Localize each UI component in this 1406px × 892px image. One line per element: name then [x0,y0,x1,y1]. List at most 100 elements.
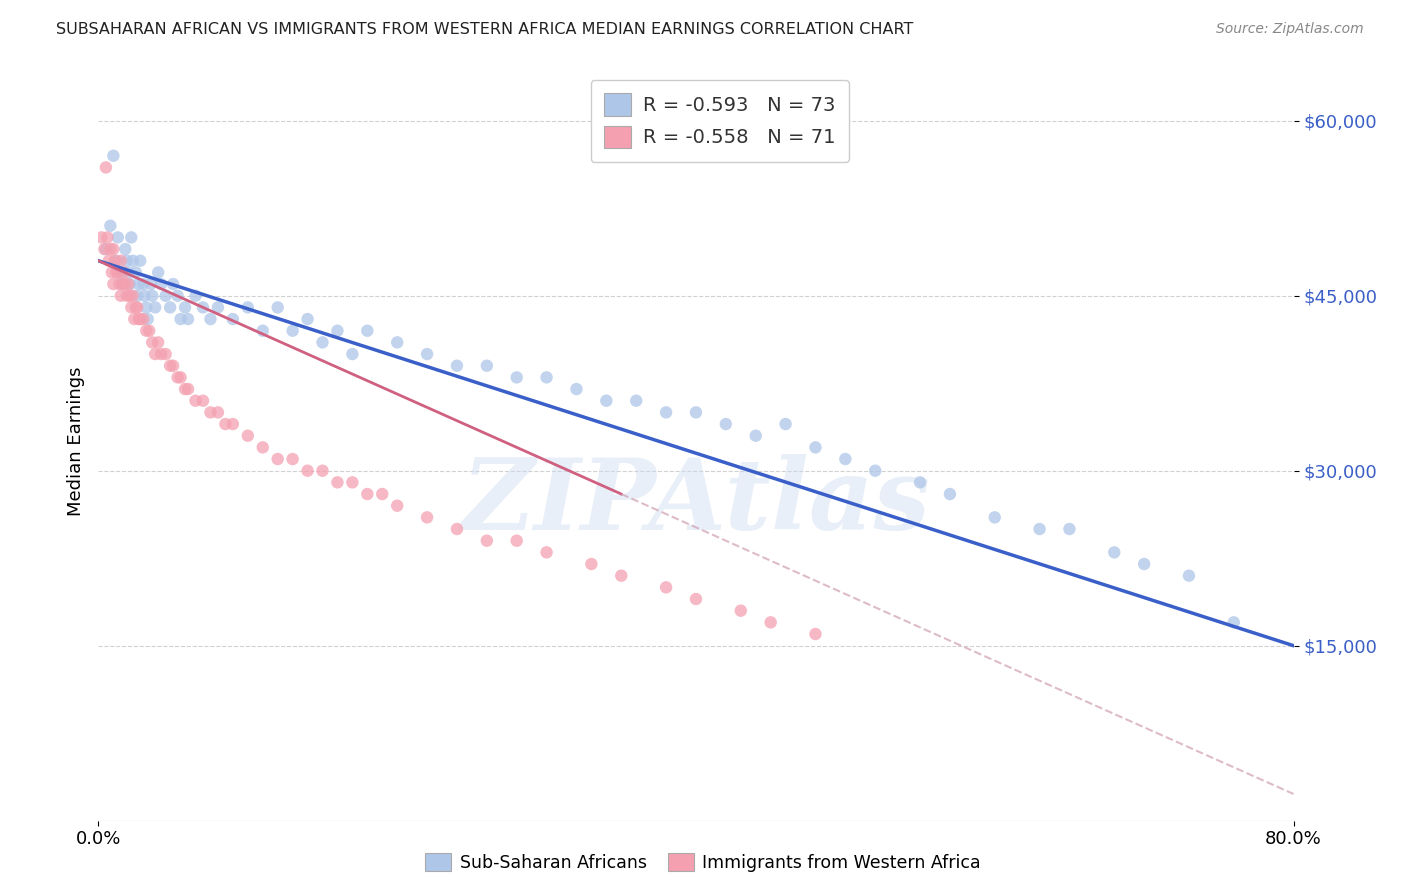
Point [115,253,138,268]
Point [200,405,222,419]
Point [108,277,131,291]
Point [135,301,157,315]
Point [595,393,617,408]
Point [136,312,159,326]
Point [685,592,707,607]
Point [177,312,200,326]
Point [120,230,142,244]
Point [104,253,127,268]
Point [96,230,118,244]
Point [775,417,797,431]
Point [908,475,931,490]
Point [267,452,290,467]
Point [162,277,184,291]
Point [155,347,177,361]
Point [127,289,149,303]
Point [166,289,188,303]
Point [236,428,259,442]
Point [139,277,162,291]
Point [865,464,887,478]
Point [112,265,135,279]
Point [107,265,129,279]
Point [416,347,439,361]
Point [94,161,117,175]
Point [536,370,558,384]
Point [150,277,173,291]
Point [655,405,678,419]
Point [134,289,156,303]
Point [385,335,409,350]
Point [148,265,170,279]
Point [759,615,782,630]
Point [356,324,378,338]
Point [984,510,1007,524]
Legend: R = -0.593   N = 73, R = -0.558   N = 71: R = -0.593 N = 73, R = -0.558 N = 71 [591,79,849,161]
Point [148,335,170,350]
Point [475,533,498,548]
Point [356,487,378,501]
Point [103,242,125,256]
Point [111,277,134,291]
Point [103,277,125,291]
Point [804,627,827,641]
Point [371,487,394,501]
Point [143,347,166,361]
Point [326,475,349,490]
Point [132,312,155,326]
Point [342,475,364,490]
Point [506,533,529,548]
Point [129,253,152,268]
Point [105,265,128,279]
Point [1223,615,1246,630]
Point [581,557,603,571]
Point [93,242,115,256]
Point [506,370,529,384]
Point [107,230,129,244]
Point [730,604,752,618]
Point [214,417,236,431]
Point [141,289,163,303]
Point [90,230,112,244]
Point [184,289,207,303]
Point [110,289,132,303]
Point [114,242,136,256]
Point [200,312,222,326]
Point [267,301,290,315]
Point [281,452,304,467]
Point [565,382,588,396]
Text: SUBSAHARAN AFRICAN VS IMMIGRANTS FROM WESTERN AFRICA MEDIAN EARNINGS CORRELATION: SUBSAHARAN AFRICAN VS IMMIGRANTS FROM WE… [56,22,914,37]
Point [101,265,124,279]
Point [132,277,155,291]
Point [416,510,439,524]
Point [446,522,468,536]
Point [121,253,143,268]
Point [98,219,122,233]
Point [236,301,259,315]
Point [252,441,274,455]
Point [135,324,157,338]
Point [128,312,150,326]
Point [169,312,191,326]
Point [626,393,648,408]
Point [129,312,152,326]
Point [118,277,141,291]
Point [166,370,188,384]
Text: ZIPAtlas: ZIPAtlas [461,454,931,550]
Point [120,301,142,315]
Point [191,301,214,315]
Point [311,335,333,350]
Point [103,149,125,163]
Point [655,580,678,594]
Point [97,253,120,268]
Point [110,253,132,268]
Point [1059,522,1081,536]
Point [685,405,707,419]
Point [115,289,138,303]
Point [1178,568,1201,582]
Point [169,370,191,384]
Point [177,382,200,396]
Point [118,289,141,303]
Point [138,324,160,338]
Point [446,359,468,373]
Point [141,335,163,350]
